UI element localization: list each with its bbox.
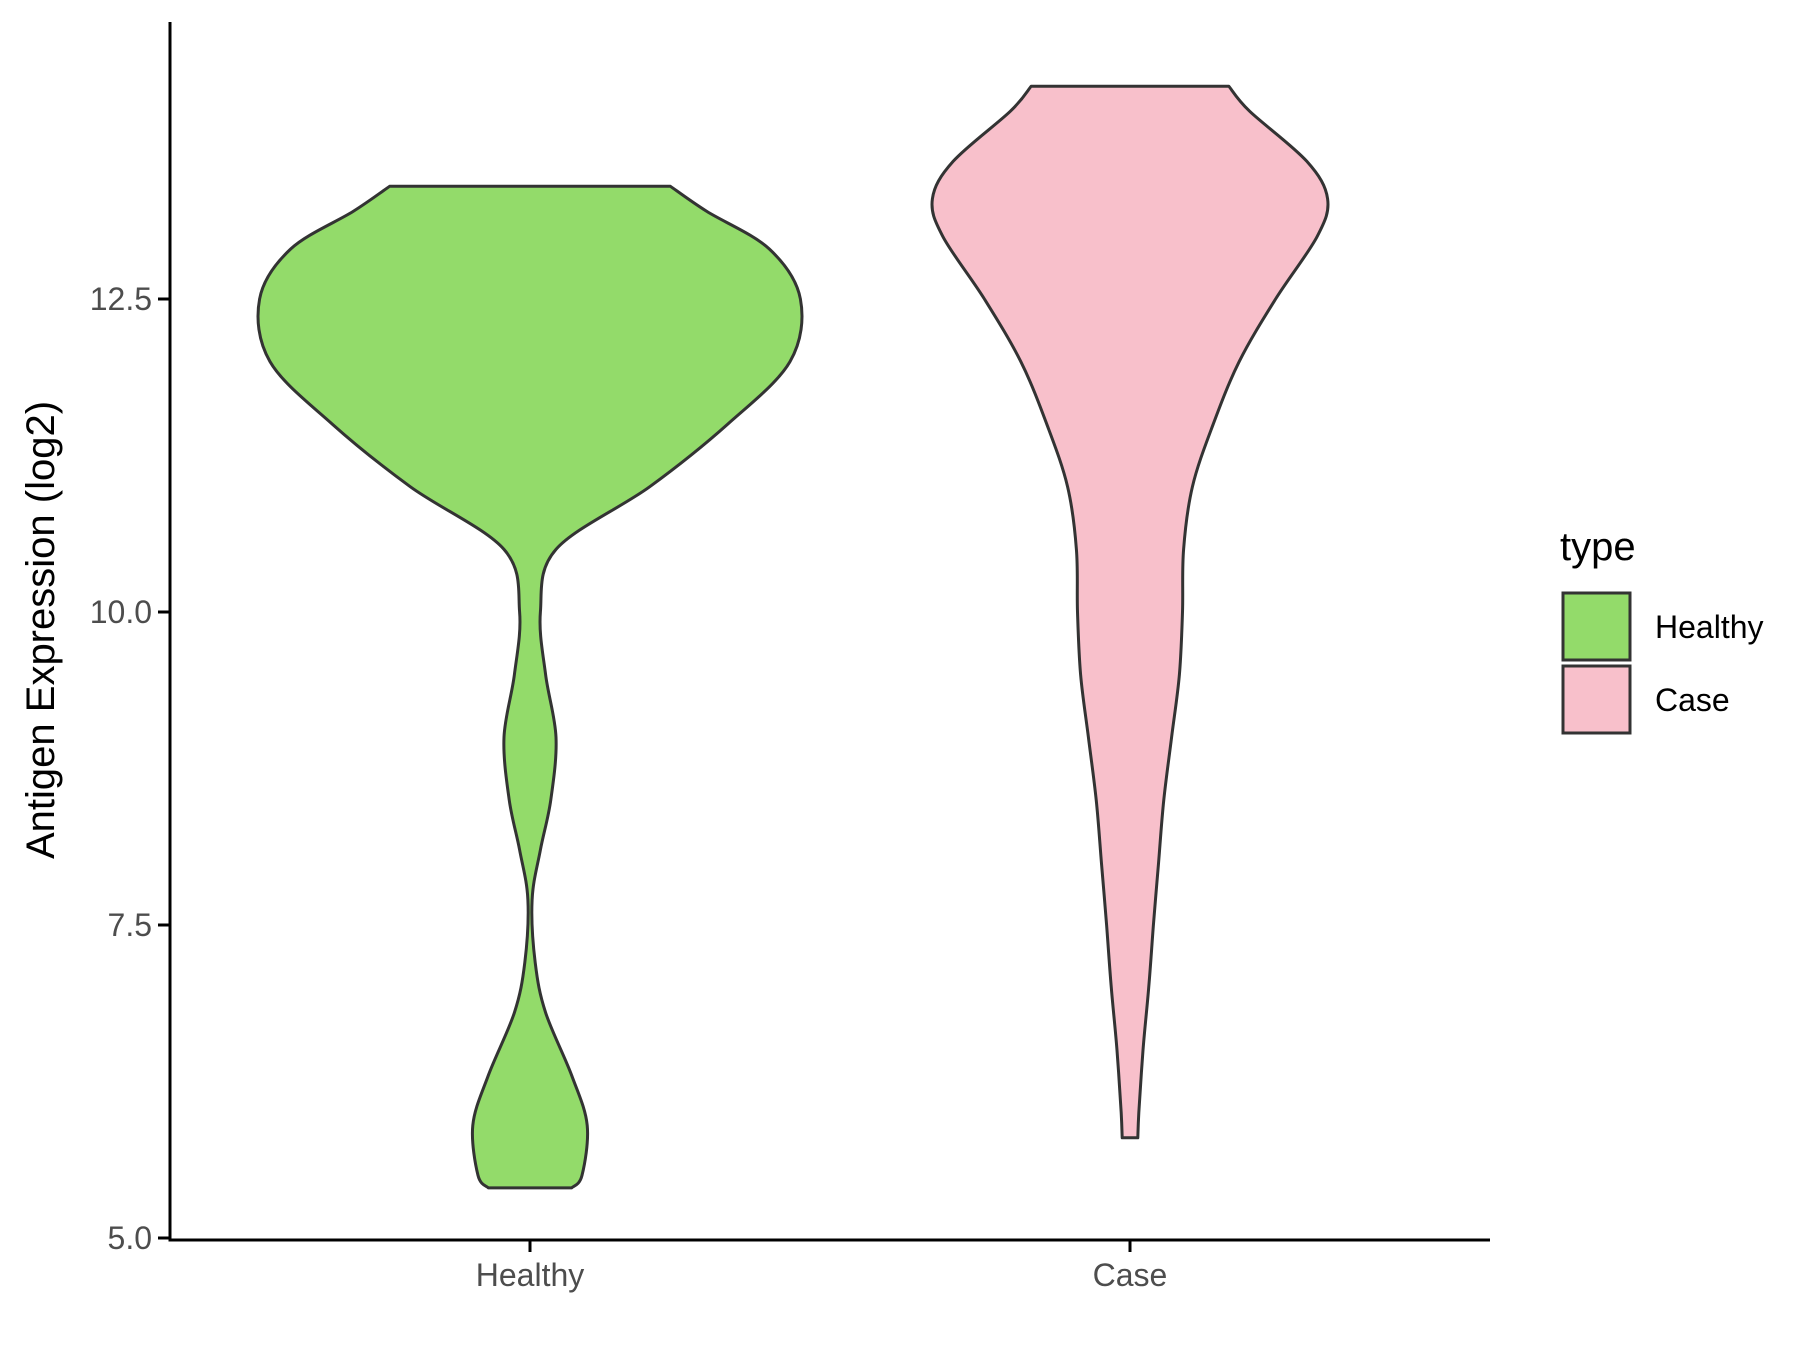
- legend: type Healthy Case: [1560, 525, 1764, 735]
- violins-layer: [256, 84, 1330, 1190]
- legend-label-case: Case: [1655, 682, 1730, 718]
- violin-healthy: [256, 184, 804, 1190]
- x-axis-ticks: Healthy Case: [476, 1240, 1168, 1293]
- legend-label-healthy: Healthy: [1655, 609, 1764, 645]
- x-tick-label: Healthy: [476, 1257, 585, 1293]
- legend-swatch-healthy: [1561, 591, 1632, 662]
- y-tick-label: 7.5: [108, 907, 152, 943]
- legend-title: type: [1560, 525, 1636, 569]
- x-tick-label: Case: [1093, 1257, 1168, 1293]
- y-axis-title: Antigen Expression (log2): [19, 401, 63, 859]
- y-tick-label: 5.0: [108, 1220, 152, 1256]
- y-tick-label: 10.0: [90, 594, 152, 630]
- violin-case: [930, 84, 1330, 1140]
- legend-items: Healthy Case: [1561, 591, 1764, 735]
- y-axis-ticks: 5.0 7.5 10.0 12.5: [90, 281, 170, 1256]
- legend-swatch-case: [1561, 664, 1632, 735]
- y-tick-label: 12.5: [90, 281, 152, 317]
